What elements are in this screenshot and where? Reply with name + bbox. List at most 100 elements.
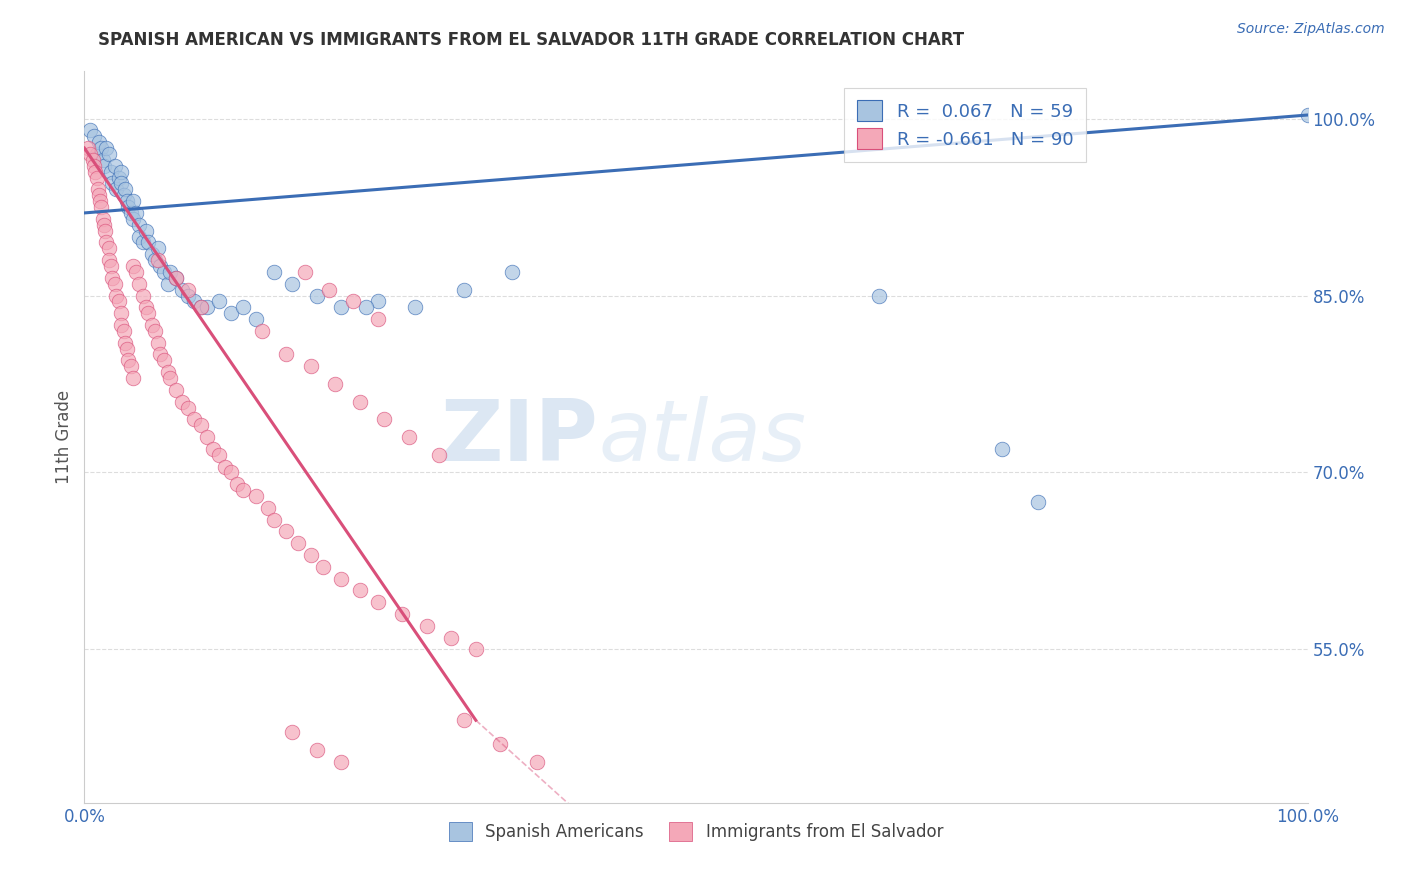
Point bbox=[122, 211, 145, 226]
Point bbox=[82, 153, 104, 167]
Point bbox=[86, 170, 108, 185]
Y-axis label: 11th Grade: 11th Grade bbox=[55, 390, 73, 484]
Text: ZIP: ZIP bbox=[440, 395, 598, 479]
Point bbox=[195, 301, 218, 315]
Point bbox=[201, 442, 224, 456]
Point bbox=[125, 206, 148, 220]
Point bbox=[114, 182, 136, 196]
Point bbox=[1028, 495, 1050, 509]
Point bbox=[83, 129, 105, 144]
Point bbox=[245, 489, 267, 503]
Point bbox=[276, 524, 298, 539]
Point bbox=[110, 306, 132, 320]
Point bbox=[232, 301, 254, 315]
Point bbox=[330, 572, 353, 586]
Point bbox=[183, 294, 205, 309]
Point bbox=[156, 277, 179, 291]
Point bbox=[869, 288, 891, 302]
Point bbox=[128, 277, 150, 291]
Point bbox=[143, 324, 166, 338]
Point bbox=[305, 288, 328, 302]
Point bbox=[177, 283, 200, 297]
Point bbox=[101, 177, 124, 191]
Point bbox=[502, 265, 524, 279]
Point bbox=[97, 241, 120, 255]
Point bbox=[112, 188, 135, 202]
Point bbox=[110, 318, 132, 332]
Point bbox=[416, 619, 439, 633]
Point bbox=[190, 418, 212, 433]
Point bbox=[125, 265, 148, 279]
Point bbox=[132, 235, 155, 250]
Point bbox=[105, 182, 128, 196]
Point bbox=[156, 365, 179, 379]
Point bbox=[276, 347, 298, 361]
Point bbox=[146, 241, 169, 255]
Point bbox=[146, 335, 169, 350]
Point bbox=[190, 301, 212, 315]
Point bbox=[183, 412, 205, 426]
Point bbox=[153, 353, 176, 368]
Point bbox=[89, 194, 111, 208]
Point bbox=[177, 288, 200, 302]
Point bbox=[404, 301, 426, 315]
Point bbox=[135, 224, 157, 238]
Point bbox=[318, 283, 340, 297]
Point bbox=[153, 265, 176, 279]
Point bbox=[115, 194, 138, 208]
Point bbox=[149, 347, 172, 361]
Point bbox=[149, 259, 172, 273]
Point bbox=[245, 312, 267, 326]
Point bbox=[117, 353, 139, 368]
Point bbox=[120, 206, 142, 220]
Point bbox=[398, 430, 420, 444]
Point bbox=[77, 141, 100, 155]
Point bbox=[165, 270, 187, 285]
Point bbox=[107, 170, 129, 185]
Point bbox=[128, 218, 150, 232]
Point bbox=[146, 253, 169, 268]
Point bbox=[219, 466, 242, 480]
Point bbox=[257, 500, 280, 515]
Point bbox=[323, 376, 346, 391]
Point bbox=[330, 301, 353, 315]
Point bbox=[453, 283, 475, 297]
Point bbox=[208, 448, 231, 462]
Text: SPANISH AMERICAN VS IMMIGRANTS FROM EL SALVADOR 11TH GRADE CORRELATION CHART: SPANISH AMERICAN VS IMMIGRANTS FROM EL S… bbox=[98, 31, 965, 49]
Point bbox=[97, 147, 120, 161]
Point bbox=[287, 536, 309, 550]
Point bbox=[232, 483, 254, 498]
Point bbox=[93, 159, 115, 173]
Point bbox=[464, 642, 486, 657]
Point bbox=[226, 477, 249, 491]
Point bbox=[96, 235, 118, 250]
Point bbox=[143, 253, 166, 268]
Point bbox=[489, 737, 512, 751]
Point bbox=[294, 265, 316, 279]
Point bbox=[107, 294, 129, 309]
Point bbox=[84, 164, 107, 178]
Point bbox=[263, 513, 285, 527]
Point bbox=[263, 265, 285, 279]
Point bbox=[1296, 108, 1319, 122]
Point bbox=[114, 335, 136, 350]
Point bbox=[177, 401, 200, 415]
Point bbox=[120, 359, 142, 374]
Point bbox=[87, 188, 110, 202]
Point bbox=[90, 200, 112, 214]
Point bbox=[141, 247, 163, 261]
Point bbox=[136, 235, 159, 250]
Point bbox=[136, 306, 159, 320]
Point bbox=[104, 159, 127, 173]
Point bbox=[281, 725, 304, 739]
Point bbox=[87, 182, 110, 196]
Point bbox=[165, 270, 187, 285]
Point bbox=[159, 265, 181, 279]
Legend: Spanish Americans, Immigrants from El Salvador: Spanish Americans, Immigrants from El Sa… bbox=[440, 814, 952, 849]
Point bbox=[526, 755, 548, 769]
Text: atlas: atlas bbox=[598, 395, 806, 479]
Point bbox=[172, 394, 194, 409]
Point bbox=[91, 211, 114, 226]
Point bbox=[453, 713, 475, 727]
Point bbox=[101, 270, 124, 285]
